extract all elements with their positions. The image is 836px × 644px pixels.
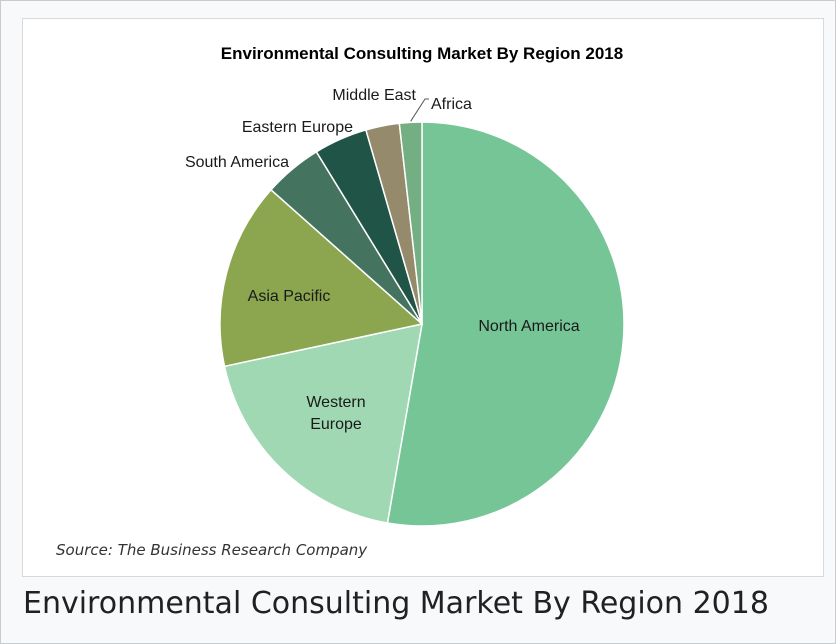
slice-label-eastern-europe: Eastern Europe: [242, 119, 353, 136]
chart-source: Source: The Business Research Company: [56, 541, 368, 559]
slice-labels: North America Western Europe Asia Pacific So…: [185, 87, 580, 433]
slice-label-africa: Africa: [431, 96, 472, 113]
slice-label-north-america: North America: [478, 318, 579, 335]
pie-slice-north-america: [386, 121, 625, 527]
pie-slice-africa: [398, 121, 423, 325]
leader-line-africa: [410, 98, 429, 122]
chart-title: Environmental Consulting Market By Regio…: [221, 44, 623, 63]
chart-container: Environmental Consulting Market By Regio…: [22, 18, 824, 577]
pie-slices: [219, 121, 625, 527]
pie-chart: Environmental Consulting Market By Regio…: [56, 44, 625, 559]
slice-label-asia-pacific: Asia Pacific: [248, 288, 331, 305]
figure-caption: Environmental Consulting Market By Regio…: [23, 586, 769, 621]
slice-label-middle-east: Middle East: [332, 87, 416, 104]
slice-label-western-europe: Western Europe: [306, 394, 365, 433]
pie-slice-asia-pacific: [219, 188, 424, 368]
slice-label-south-america: South America: [185, 154, 289, 171]
pie-slice-western-europe: [223, 323, 423, 524]
